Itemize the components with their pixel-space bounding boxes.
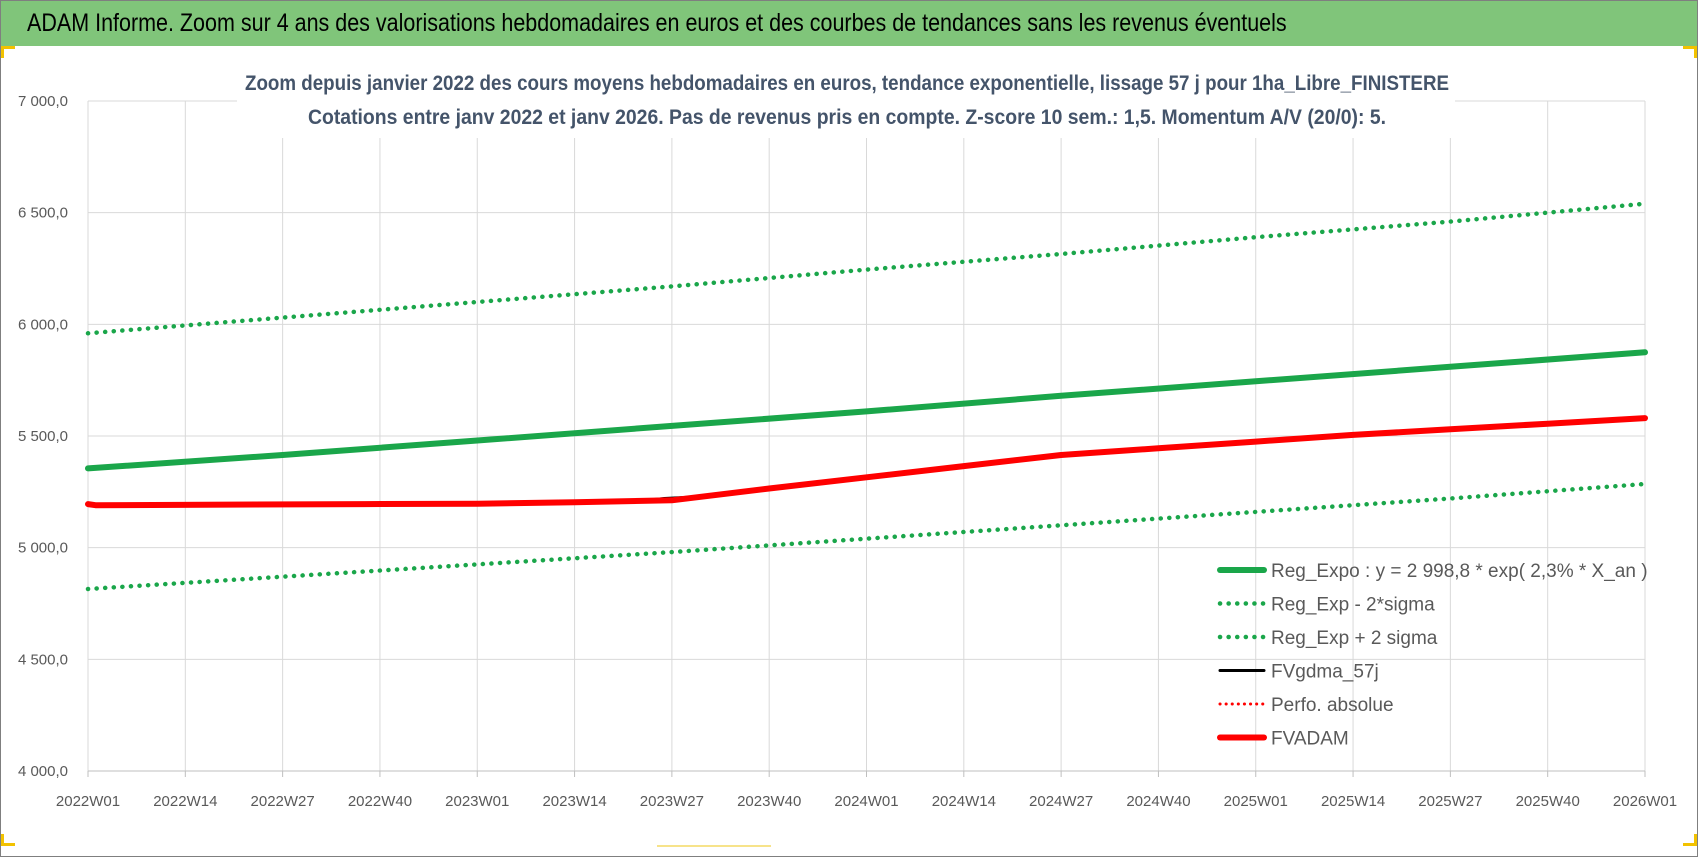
corner-accent-bottom-left — [1, 843, 15, 846]
y-tick-label: 5 000,0 — [18, 540, 68, 557]
x-tick-label: 2022W14 — [153, 793, 217, 810]
chart-title-line-1: Zoom depuis janvier 2022 des cours moyen… — [245, 72, 1449, 95]
header-bar: ADAM Informe. Zoom sur 4 ans des valoris… — [1, 1, 1697, 46]
x-tick-label: 2025W27 — [1418, 793, 1482, 810]
y-tick-label: 6 500,0 — [18, 205, 68, 222]
legend-label-1: Reg_Exp - 2*sigma — [1271, 595, 1435, 616]
x-tick-label: 2022W27 — [251, 793, 315, 810]
y-tick-label: 5 500,0 — [18, 428, 68, 445]
series-line-0 — [85, 349, 1648, 472]
legend: Reg_Expo : y = 2 998,8 * exp( 2,3% * X_a… — [1217, 561, 1648, 750]
x-tick-label: 2023W01 — [445, 793, 509, 810]
x-tick-label: 2025W01 — [1224, 793, 1288, 810]
y-tick-label: 4 000,0 — [18, 763, 68, 780]
corner-accent-top-left-v — [1, 46, 4, 58]
corner-accent-bottom-left-v — [1, 834, 4, 846]
x-axis: 2022W01 2022W14 2022W27 2022W40 2023W01 2023W… — [56, 770, 1677, 810]
series-line-2 — [85, 201, 1648, 336]
bottom-accent-bar — [657, 845, 771, 847]
corner-accent-top-left — [1, 46, 15, 49]
series-line-1 — [85, 481, 1648, 592]
legend-label-5: FVADAM — [1271, 729, 1349, 750]
series-line-5 — [85, 415, 1648, 509]
x-tick-label: 2023W27 — [640, 793, 704, 810]
corner-accent-top-right — [1683, 46, 1697, 49]
x-tick-label: 2026W01 — [1613, 793, 1677, 810]
x-tick-label: 2022W01 — [56, 793, 120, 810]
gridlines — [87, 100, 1646, 772]
legend-label-4: Perfo. absolue — [1271, 695, 1394, 716]
chart-title-line-2: Cotations entre janv 2022 et janv 2026. … — [308, 106, 1386, 129]
y-axis: 7 000,0 6 500,0 6 000,0 5 500,0 5 000,0 4 500… — [18, 93, 68, 780]
x-tick-label: 2025W40 — [1516, 793, 1580, 810]
legend-label-3: FVgdma_57j — [1271, 662, 1379, 683]
legend-label-2: Reg_Exp + 2 sigma — [1271, 628, 1438, 649]
chart-title-bg — [237, 64, 1455, 138]
x-tick-label: 2023W14 — [542, 793, 606, 810]
x-tick-label: 2024W27 — [1029, 793, 1093, 810]
legend-label-0: Reg_Expo : y = 2 998,8 * exp( 2,3% * X_a… — [1271, 561, 1648, 582]
header-title: ADAM Informe. Zoom sur 4 ans des valoris… — [27, 9, 1287, 37]
x-tick-label: 2024W01 — [834, 793, 898, 810]
x-tick-label: 2024W14 — [932, 793, 996, 810]
corner-accent-bottom-right — [1683, 843, 1697, 846]
corner-accent-top-right-v — [1694, 46, 1697, 58]
series-group — [85, 201, 1648, 592]
corner-accent-bottom-right-v — [1694, 834, 1697, 846]
x-tick-label: 2024W40 — [1126, 793, 1190, 810]
y-tick-label: 6 000,0 — [18, 316, 68, 333]
x-tick-label: 2022W40 — [348, 793, 412, 810]
x-tick-label: 2023W40 — [737, 793, 801, 810]
y-tick-label: 4 500,0 — [18, 651, 68, 668]
x-tick-label: 2025W14 — [1321, 793, 1385, 810]
y-tick-label: 7 000,0 — [18, 93, 68, 110]
